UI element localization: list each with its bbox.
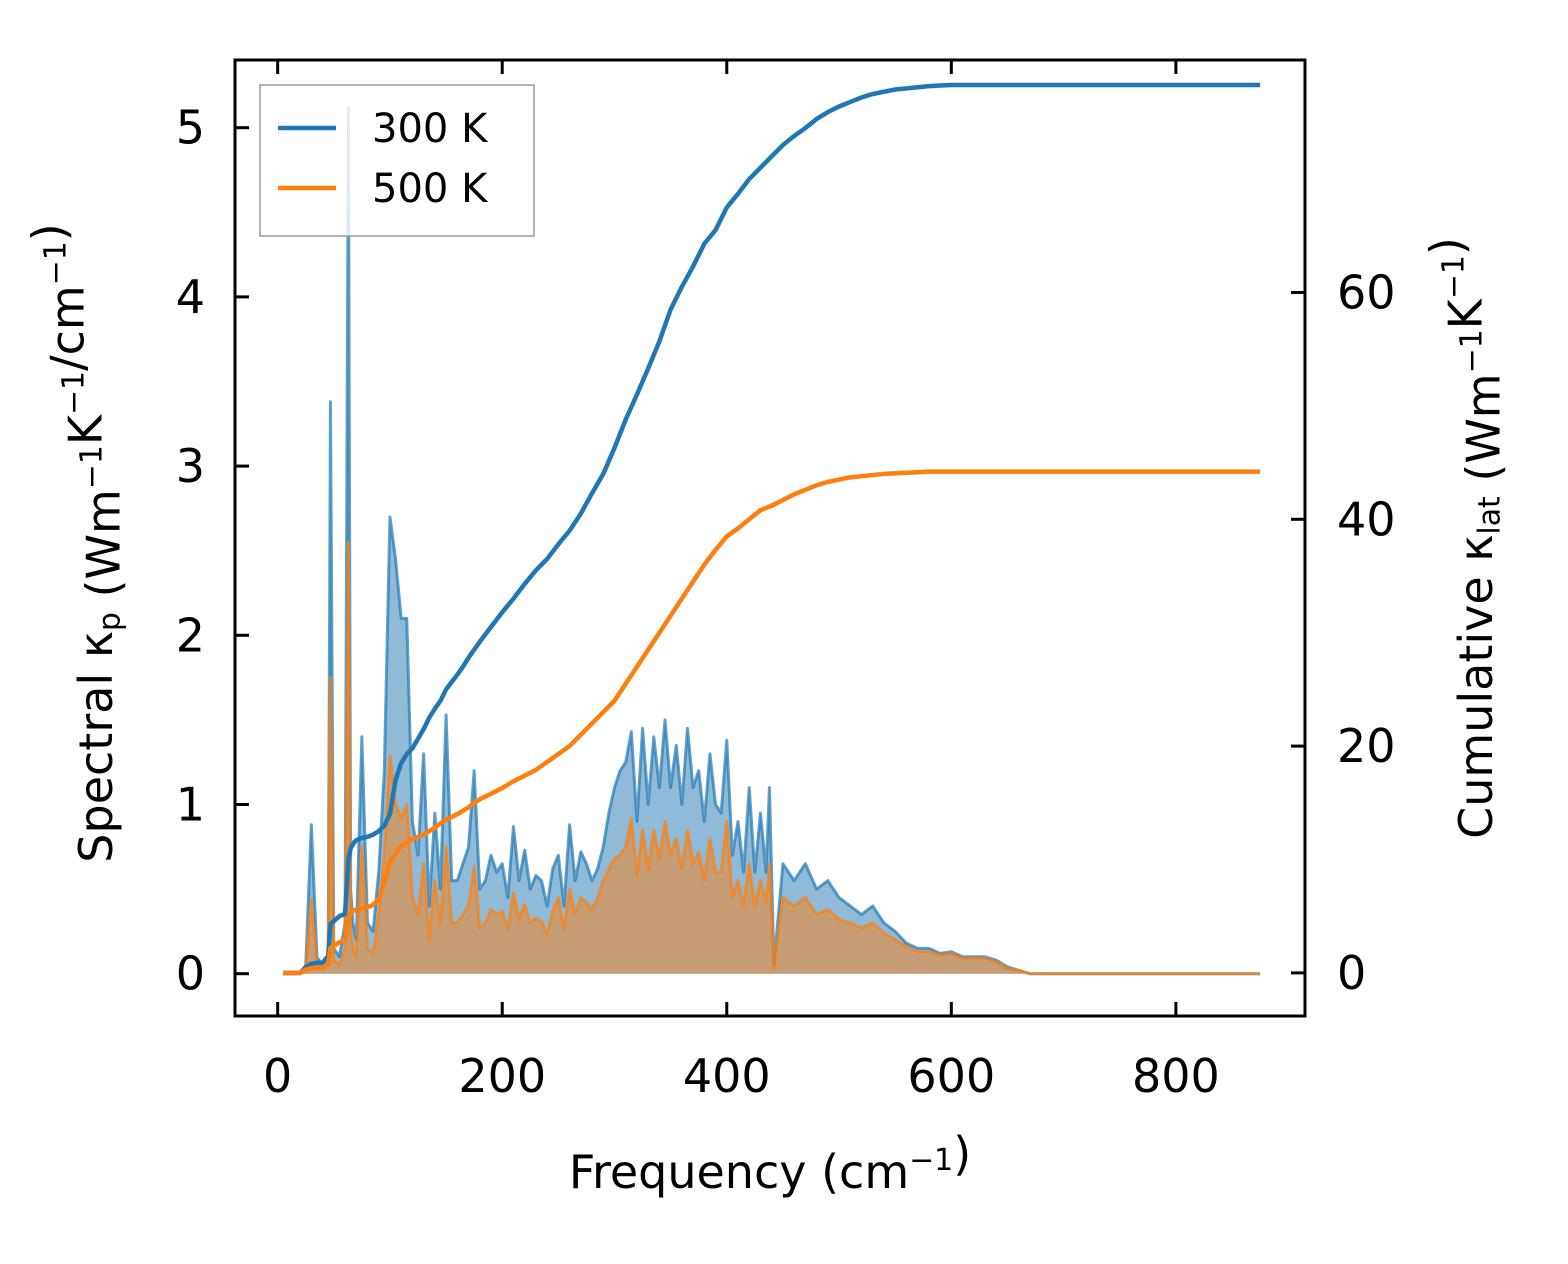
spectral-line-300k	[283, 105, 1261, 976]
y-left-tick-label: 3	[176, 439, 205, 493]
x-tick-label: 800	[1132, 1049, 1220, 1103]
spectral-line-500k	[283, 540, 1261, 976]
x-tick-label: 400	[683, 1049, 771, 1103]
legend[interactable]: 300 K 500 K	[259, 84, 535, 237]
y-left-axis-label: Spectral κp (Wm−1K−1/cm−1)	[23, 223, 131, 862]
legend-box	[259, 84, 535, 237]
x-tick-label: 200	[458, 1049, 546, 1103]
y-left-tick-label: 1	[176, 777, 205, 831]
y-right-tick-label: 60	[1337, 265, 1396, 319]
legend-label-500k: 500 K	[372, 166, 489, 212]
spectral-fills	[283, 105, 1261, 976]
axis-labels: Frequency (cm−1) Spectral κp (Wm−1K−1/cm−…	[23, 223, 1511, 1199]
x-axis-label: Frequency (cm−1)	[569, 1127, 971, 1199]
y-left-tick-label: 2	[176, 608, 205, 662]
y-right-tick-label: 40	[1337, 492, 1396, 546]
x-tick-label: 0	[263, 1049, 292, 1103]
y-left-tick-label: 4	[176, 270, 205, 324]
y-left-tick-label: 0	[176, 947, 205, 1001]
legend-label-300k: 300 K	[372, 106, 489, 152]
y-right-tick-label: 0	[1337, 946, 1366, 1000]
x-tick-label: 600	[907, 1049, 995, 1103]
axis-ticks: 0 200 400 600 800 0 1 2 3 4 5 0 20 40 60	[176, 60, 1396, 1103]
plot-frame	[233, 58, 1307, 1018]
y-right-tick-label: 20	[1337, 719, 1396, 773]
spectral-fill-500k	[283, 542, 1261, 974]
y-left-tick-label: 5	[176, 101, 205, 155]
cumulative-line-300k	[283, 82, 1261, 976]
data-lines	[283, 82, 1261, 976]
cumulative-line-500k	[283, 469, 1261, 976]
y-right-axis-label: Cumulative κlat (Wm−1K−1)	[1421, 237, 1511, 839]
